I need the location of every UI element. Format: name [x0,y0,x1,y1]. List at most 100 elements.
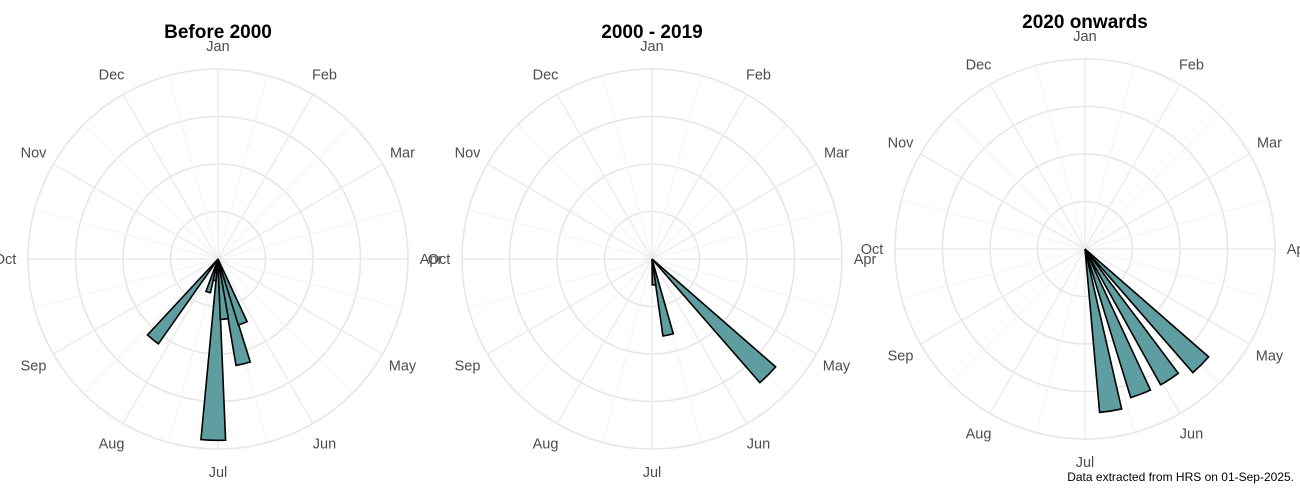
month-label-may: May [389,359,417,375]
bar-wedge [1084,248,1123,414]
month-label-oct: Oct [0,252,16,268]
grid-minor-spoke [217,75,268,260]
month-label-apr: Apr [1287,242,1300,258]
grid-minor-spoke [602,258,653,443]
month-label-dec: Dec [966,58,992,74]
month-label-jan: Jan [206,39,229,55]
month-label-nov: Nov [21,146,48,162]
grid-spoke [651,258,817,355]
grid-minor-spoke [651,258,836,309]
month-label-mar: Mar [390,146,415,162]
grid-spoke [122,258,219,424]
grid-spoke [217,163,383,260]
grid-minor-spoke [1084,248,1269,299]
panel-title: 2020 onwards [1022,12,1148,33]
grid-spoke [989,248,1086,414]
grid-spoke [122,94,219,260]
grid-minor-spoke [1084,114,1220,250]
bar-wedge [212,258,219,282]
month-label-oct: Oct [428,252,451,268]
month-label-jul: Jul [1076,455,1095,471]
grid-minor-spoke [217,258,402,309]
grid-minor-spoke [1035,248,1086,433]
month-label-aug: Aug [966,426,992,442]
month-label-jan: Jan [640,39,663,55]
bar-wedge [146,258,219,345]
grid-minor-spoke [168,75,219,260]
bar-wedge [217,258,230,321]
grid-spoke [487,163,653,260]
grid-minor-spoke [602,75,653,260]
grid-minor-spoke [34,258,219,309]
month-label-nov: Nov [455,146,482,162]
month-label-aug: Aug [99,436,125,452]
month-label-oct: Oct [861,242,884,258]
grid-minor-spoke [517,124,653,260]
grid-spoke [556,94,653,260]
grid-spoke [53,163,219,260]
month-label-feb: Feb [312,68,337,84]
month-label-feb: Feb [746,68,771,84]
grid-spoke [217,258,314,424]
panel-title: 2000 - 2019 [601,22,702,43]
grid-minor-spoke [517,258,653,394]
panel-title: Before 2000 [164,22,272,43]
grid-spoke [556,258,653,424]
grid-spoke [1084,84,1181,250]
grid-minor-spoke [950,114,1086,250]
month-label-dec: Dec [99,68,125,84]
grid-minor-spoke [950,248,1086,384]
grid-spoke [920,248,1086,345]
month-label-aug: Aug [533,436,559,452]
grid-spoke [1084,248,1250,345]
bar-wedge [1084,248,1180,386]
month-label-feb: Feb [1179,58,1204,74]
grid-spoke [217,94,314,260]
month-label-sep: Sep [455,359,481,375]
bar-wedge [217,258,249,327]
month-label-jan: Jan [1073,29,1096,45]
grid-spoke [651,163,817,260]
month-label-dec: Dec [533,68,559,84]
grid-minor-spoke [83,124,219,260]
month-label-sep: Sep [888,349,914,365]
grid-minor-spoke [901,199,1086,250]
month-label-jul: Jul [643,465,662,481]
month-label-apr: Apr [420,252,443,268]
bar-wedge [204,258,219,294]
grid-minor-spoke [651,209,836,260]
grid-spoke [487,258,653,355]
grid-minor-spoke [217,124,353,260]
bar-wedge [651,258,777,384]
grid-minor-spoke [468,209,653,260]
bar-wedge [651,258,657,286]
grid-minor-spoke [1084,248,1135,433]
grid-minor-spoke [1035,65,1086,250]
bar-wedge [651,258,675,337]
month-label-may: May [1256,349,1284,365]
month-label-mar: Mar [824,146,849,162]
month-label-nov: Nov [888,136,915,152]
month-label-jun: Jun [313,436,336,452]
month-label-apr: Apr [854,252,877,268]
grid-minor-spoke [217,209,402,260]
grid-minor-spoke [1084,199,1269,250]
month-label-jun: Jun [747,436,770,452]
data-source-caption: Data extracted from HRS on 01-Sep-2025. [1067,470,1294,484]
grid-spoke [217,258,383,355]
grid-minor-spoke [83,258,219,394]
grid-spoke [989,84,1086,250]
month-label-jun: Jun [1180,426,1203,442]
grid-spoke [1084,153,1250,250]
bar-wedge [1084,248,1152,399]
month-label-sep: Sep [21,359,47,375]
month-label-jul: Jul [209,465,228,481]
bar-wedge [1084,248,1210,374]
grid-minor-spoke [651,124,787,260]
grid-minor-spoke [901,248,1086,299]
grid-minor-spoke [651,75,702,260]
